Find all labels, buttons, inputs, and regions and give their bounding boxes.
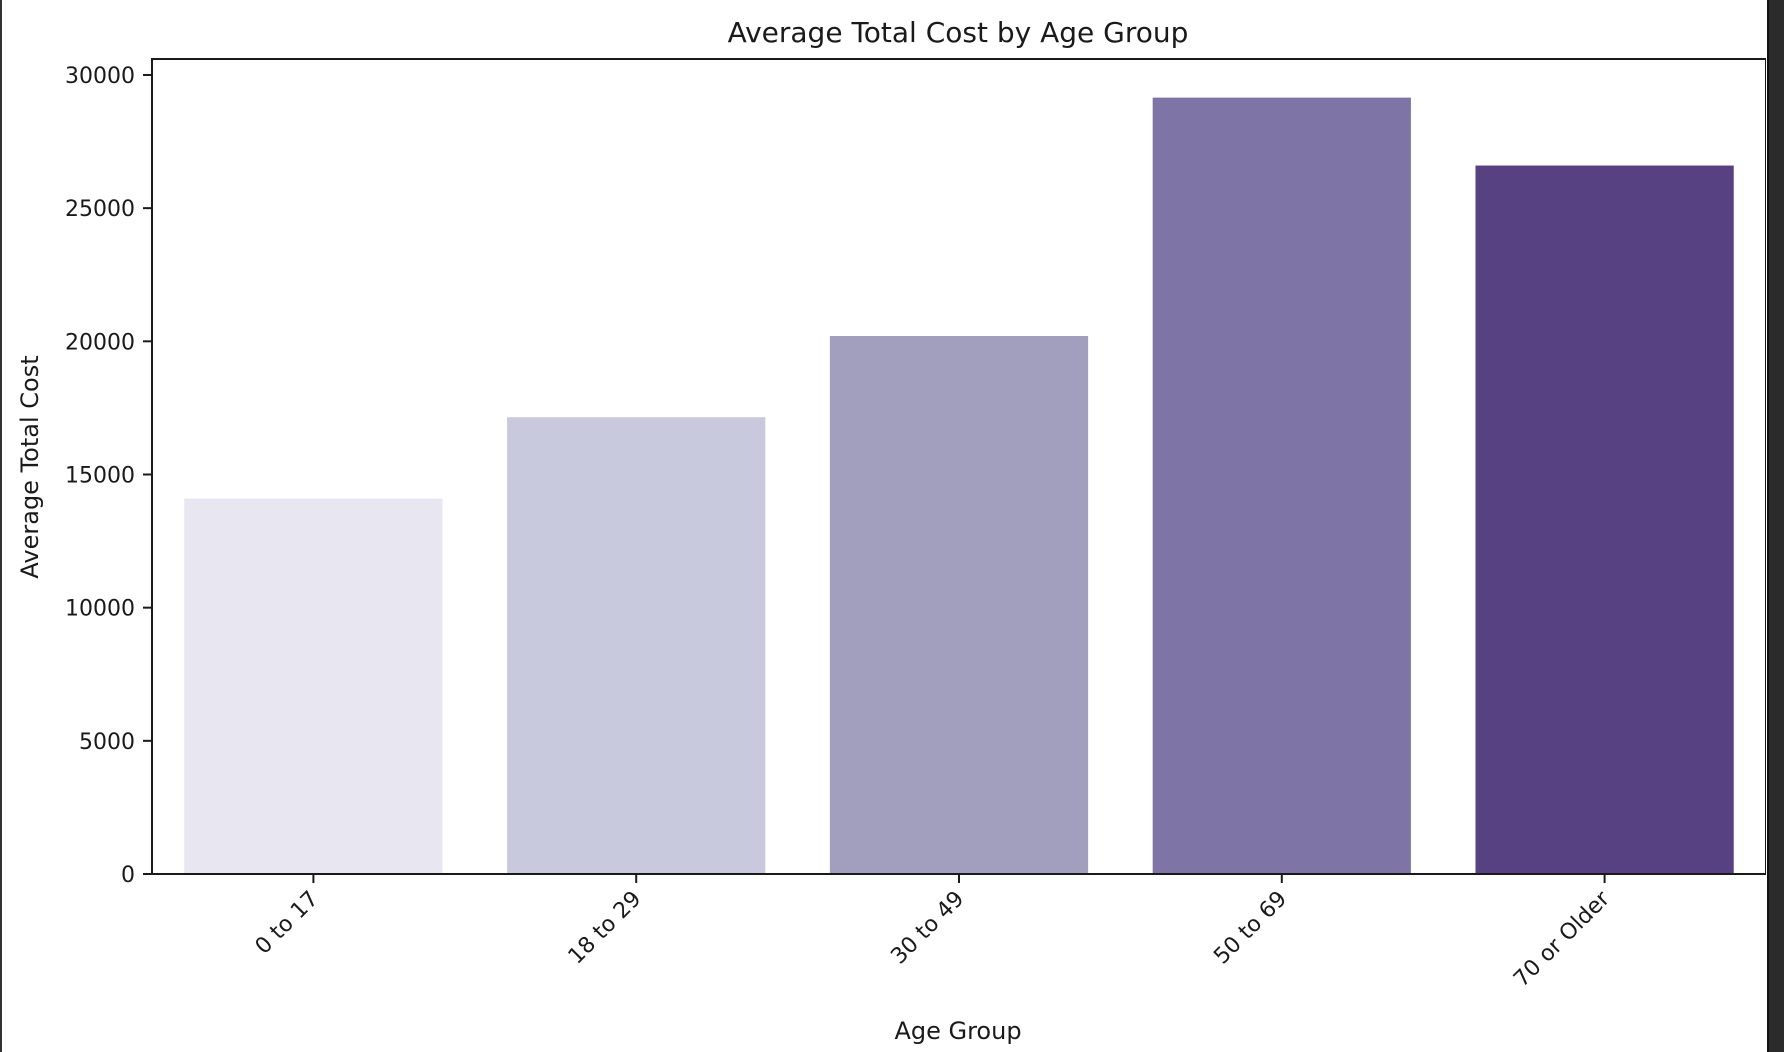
y-axis-ticks: 0 5000 10000 15000 20000 25000 30000: [65, 64, 152, 888]
right-scroll-panel: [1767, 0, 1784, 1052]
x-tick-label: 50 to 69: [1209, 887, 1292, 970]
y-tick-label: 20000: [65, 330, 135, 355]
y-tick-label: 25000: [65, 197, 135, 222]
x-tick-label: 70 or Older: [1509, 886, 1615, 992]
bar-70-or-older: [1475, 165, 1734, 875]
bar-50-to-69: [1152, 97, 1411, 875]
right-panel-divider: [1767, 0, 1769, 1052]
bars: [184, 97, 1734, 875]
left-border: [0, 0, 2, 1052]
bar-0-to-17: [184, 498, 443, 874]
y-axis-label: Average Total Cost: [16, 355, 44, 578]
bar-30-to-49: [829, 335, 1089, 874]
bar-18-to-29: [507, 417, 766, 874]
x-tick-label: 0 to 17: [251, 887, 324, 960]
y-tick-label: 0: [121, 863, 135, 888]
y-tick-label: 5000: [79, 730, 135, 755]
y-tick-label: 10000: [65, 597, 135, 622]
chart-title: Average Total Cost by Age Group: [728, 16, 1189, 49]
x-tick-label: 18 to 29: [564, 887, 647, 970]
x-axis-label: Age Group: [894, 1017, 1021, 1045]
x-tick-label: 30 to 49: [886, 887, 969, 970]
x-axis-ticks: 0 to 17 18 to 29 30 to 49 50 to 69 70 or Old…: [251, 874, 1616, 992]
y-tick-label: 30000: [65, 64, 135, 89]
y-tick-label: 15000: [65, 463, 135, 488]
